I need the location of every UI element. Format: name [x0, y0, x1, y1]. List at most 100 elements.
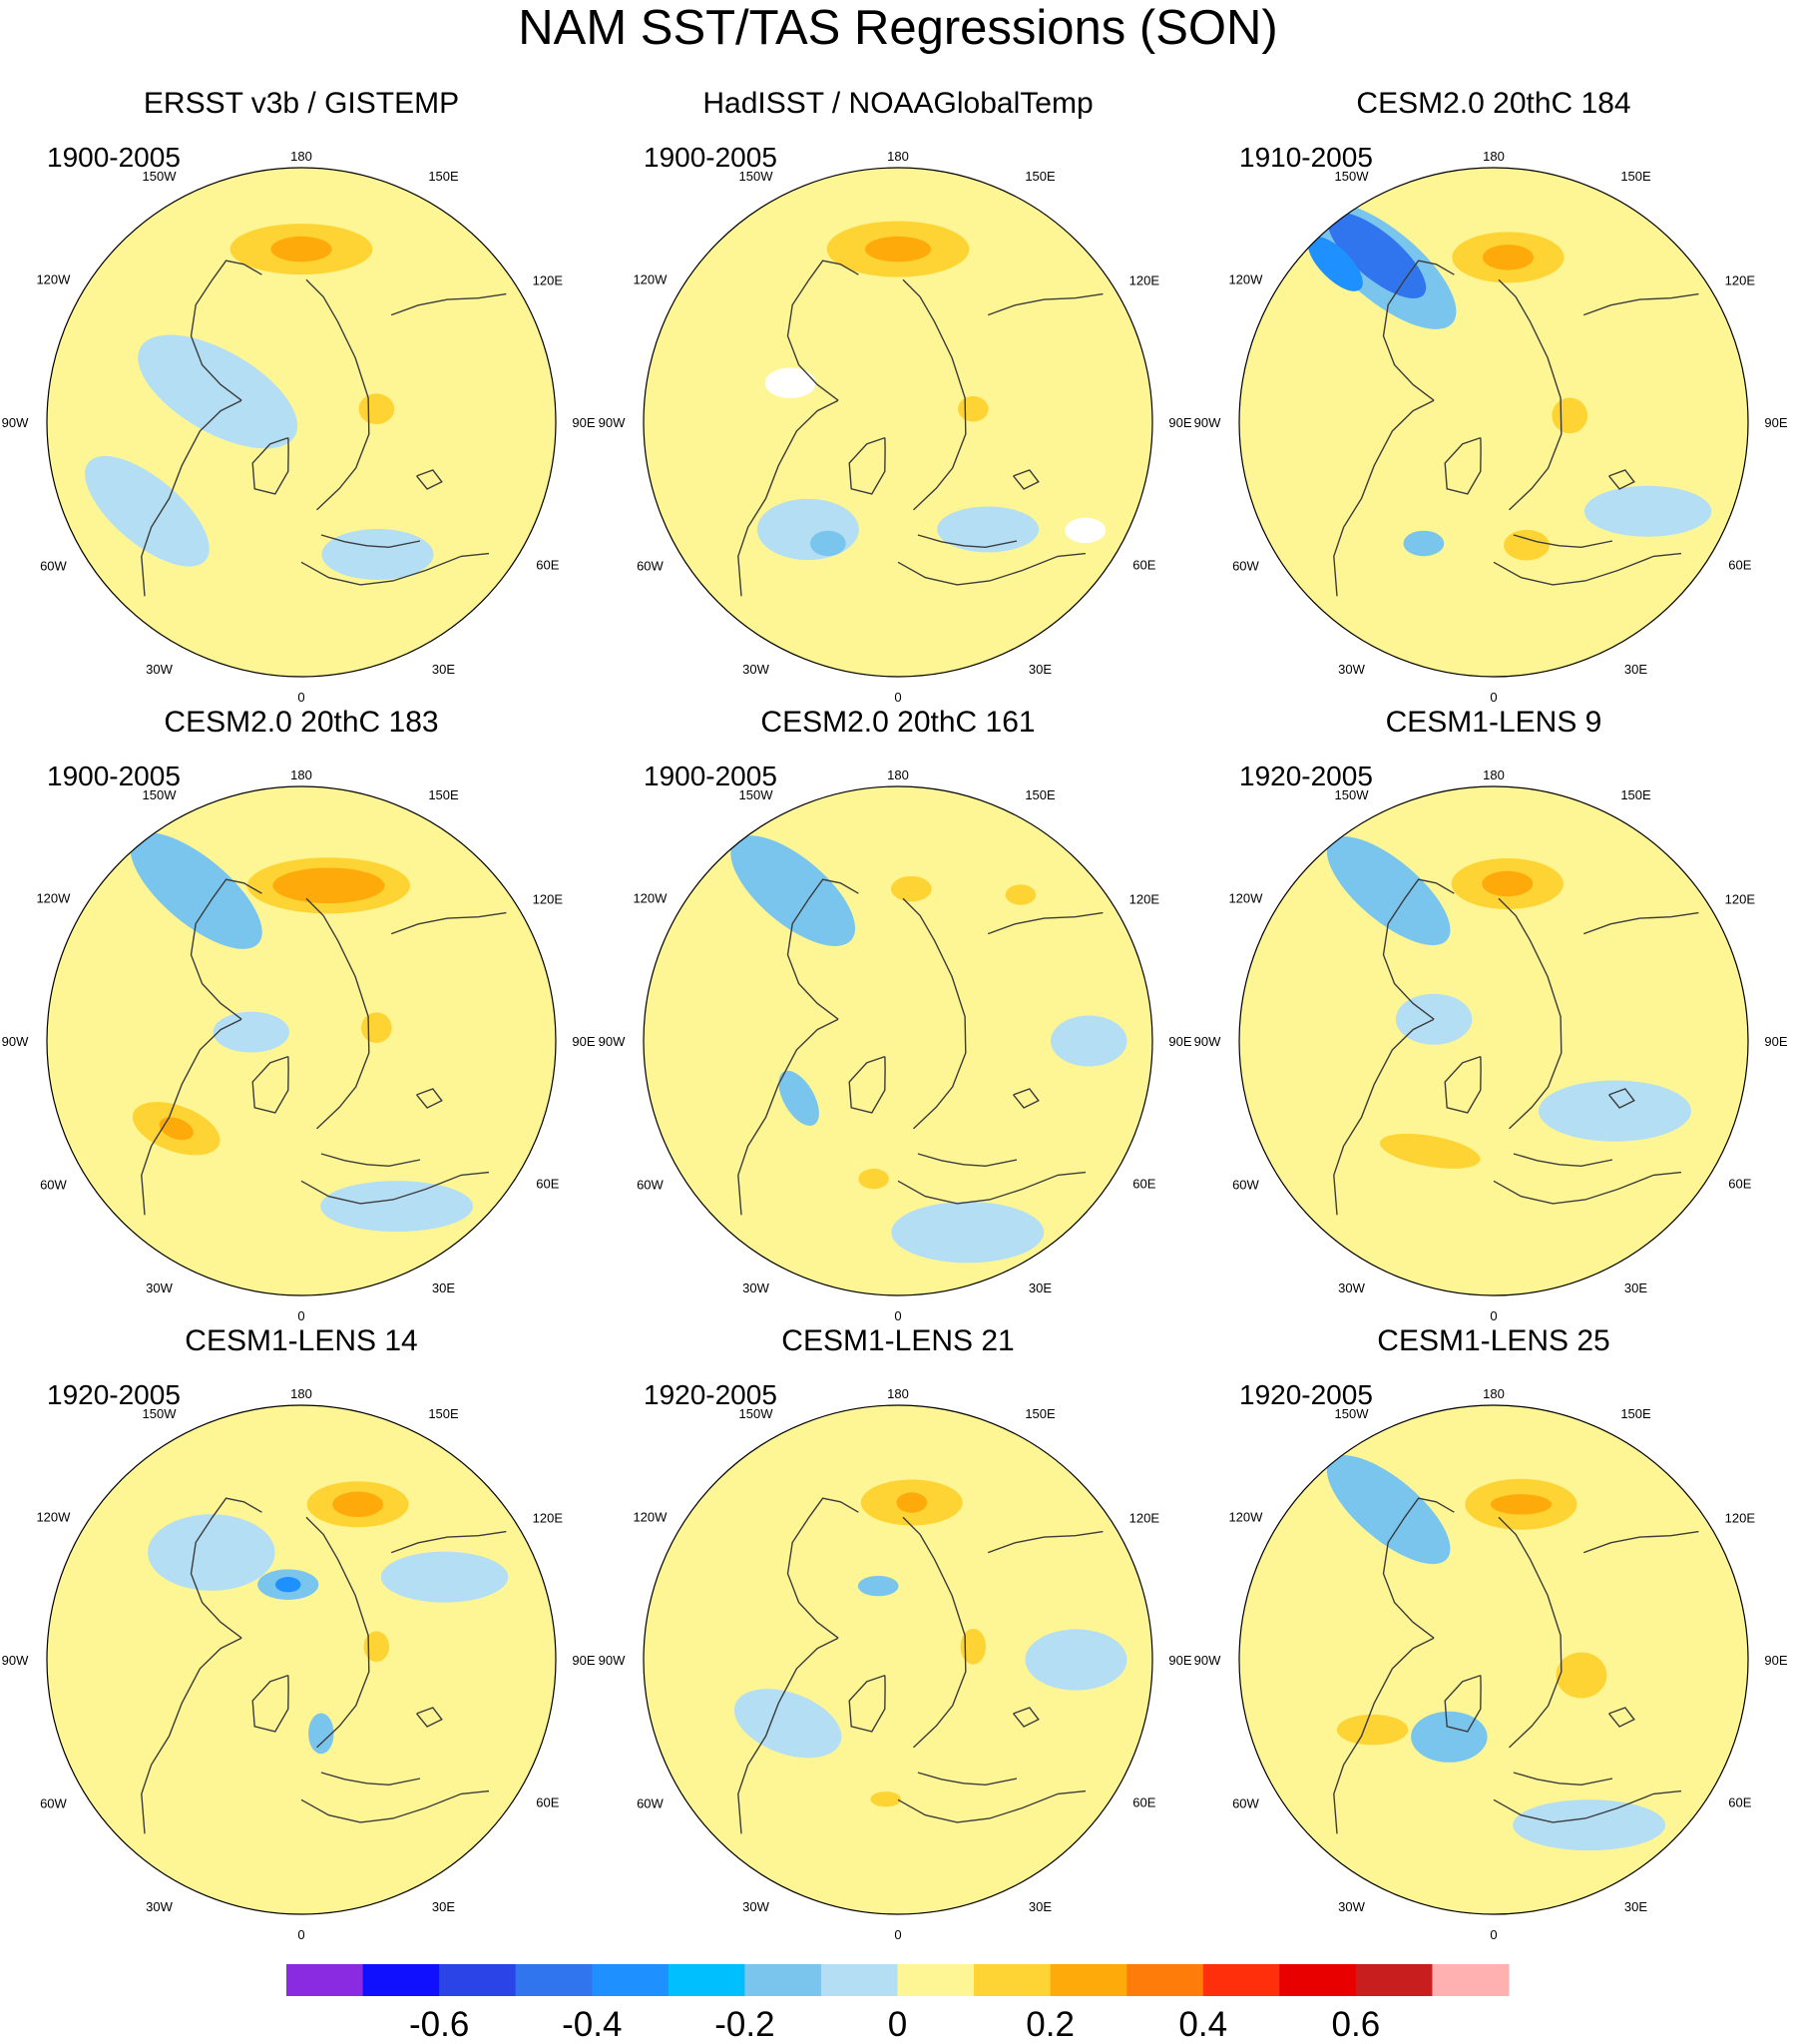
- map-boundary: [1238, 785, 1749, 1296]
- panel-period: 1900-2005: [644, 761, 777, 791]
- longitude-label: 180: [290, 149, 312, 164]
- anomaly-region: [1411, 1711, 1488, 1763]
- anomaly-region: [960, 1628, 987, 1665]
- anomaly-region: [1051, 1015, 1127, 1067]
- coastline: [1513, 534, 1613, 549]
- colorbar-tick-label: -0.2: [714, 2005, 774, 2044]
- anomaly-region: [130, 832, 262, 949]
- longitude-label: 90E: [572, 1034, 595, 1049]
- coastline: [1493, 1789, 1682, 1823]
- longitude-label: 150E: [1620, 169, 1651, 184]
- anomaly-region: [270, 236, 332, 262]
- longitude-label: 60W: [637, 559, 664, 574]
- panel-title: CESM2.0 20thC 183: [164, 706, 438, 739]
- longitude-label: 90E: [572, 1653, 595, 1668]
- coastline: [786, 1497, 859, 1639]
- coastline: [1382, 878, 1455, 1020]
- anomaly-region: [764, 367, 816, 399]
- anomaly-region: [1005, 884, 1037, 905]
- longitude-label: 90W: [1194, 1653, 1221, 1668]
- coastline: [902, 897, 967, 1130]
- colorbar-swatch: [1355, 1964, 1433, 1996]
- figure-title: NAM SST/TAS Regressions (SON): [518, 1, 1277, 55]
- coastline: [1582, 292, 1699, 316]
- coastline: [320, 534, 421, 549]
- longitude-label: 60W: [40, 1178, 67, 1193]
- longitude-label: 150W: [1335, 169, 1370, 184]
- panel-period: 1920-2005: [47, 1379, 181, 1410]
- anomaly-region: [1065, 517, 1107, 544]
- coastline: [1382, 1497, 1455, 1639]
- anomaly-region: [937, 506, 1040, 553]
- coastline: [1608, 1707, 1635, 1728]
- colorbar-swatch: [974, 1964, 1052, 1996]
- longitude-label: 120E: [1129, 1511, 1160, 1526]
- anomaly-region: [138, 334, 298, 449]
- longitude-label: 120E: [1129, 273, 1160, 288]
- map-base-field: [47, 1405, 556, 1914]
- longitude-label: 30E: [1029, 662, 1052, 677]
- longitude-label: 30W: [1338, 1280, 1365, 1295]
- longitude-label: 60E: [1728, 1177, 1751, 1192]
- longitude-label: 60E: [1132, 1795, 1155, 1810]
- longitude-label: 0: [894, 690, 901, 705]
- coastline: [1013, 469, 1040, 490]
- coastlines: [1333, 1497, 1699, 1834]
- longitude-label: 60W: [40, 559, 67, 574]
- panel-title: CESM1-LENS 14: [185, 1324, 417, 1357]
- longitude-label: 120W: [36, 891, 71, 906]
- anomaly-region: [864, 236, 932, 262]
- map-panel: 180 150E 120E 90E 60E 30E 0 30W 60W 90W 120W 150W CE…: [1194, 1324, 1788, 1942]
- coastline: [390, 911, 507, 935]
- longitude-label: 150E: [428, 787, 459, 802]
- coastline: [987, 292, 1104, 316]
- coastline: [141, 1018, 242, 1216]
- longitude-label: 90W: [1194, 415, 1221, 430]
- coastline: [1013, 1707, 1040, 1728]
- map-panel: 180 150E 120E 90E 60E 30E 0 30W 60W 90W 120W 150W CE…: [2, 1324, 596, 1942]
- longitude-label: 60W: [1232, 1178, 1259, 1193]
- anomaly-region: [1403, 530, 1445, 557]
- map-base-field: [1239, 786, 1748, 1295]
- colorbar-swatch: [515, 1964, 593, 1996]
- panel-period: 1900-2005: [47, 761, 181, 791]
- anomaly-region: [778, 1070, 819, 1126]
- longitude-label: 180: [1483, 767, 1505, 782]
- longitude-label: 120W: [1228, 1510, 1263, 1525]
- contour-field: [756, 221, 1107, 561]
- coastline: [737, 1018, 839, 1216]
- anomaly-region: [1513, 1799, 1666, 1851]
- longitude-label: 30W: [742, 662, 769, 677]
- anomaly-region: [1025, 1629, 1127, 1691]
- coastline: [1608, 1088, 1635, 1109]
- anomaly-region: [1490, 1494, 1553, 1515]
- map-boundary: [643, 167, 1153, 678]
- longitude-label: 150W: [1335, 1406, 1370, 1421]
- colorbar-swatch: [744, 1964, 822, 1996]
- longitude-label: 120W: [633, 272, 668, 287]
- longitude-label: 150W: [143, 169, 178, 184]
- longitude-label: 180: [887, 767, 909, 782]
- longitude-label: 120E: [533, 892, 564, 907]
- longitude-label: 120E: [533, 1511, 564, 1526]
- coastline: [416, 469, 443, 490]
- anomaly-region: [1327, 212, 1427, 298]
- anomaly-region: [857, 1575, 899, 1597]
- longitude-label: 120E: [533, 273, 564, 288]
- longitude-label: 60E: [1728, 558, 1751, 573]
- anomaly-region: [380, 1551, 509, 1603]
- longitude-label: 30W: [146, 1899, 173, 1914]
- longitude-label: 180: [1483, 1386, 1505, 1401]
- longitude-label: 30E: [1624, 1899, 1647, 1914]
- coastline: [987, 911, 1104, 935]
- longitude-label: 30E: [1624, 662, 1647, 677]
- anomaly-region: [1538, 1080, 1691, 1142]
- panel-title: CESM1-LENS 21: [781, 1324, 1014, 1357]
- coastline: [897, 1789, 1087, 1823]
- coastline: [1493, 552, 1682, 586]
- anomaly-region: [810, 530, 846, 557]
- longitude-label: 30W: [146, 662, 173, 677]
- anomaly-region: [1379, 1133, 1481, 1169]
- coastlines: [1333, 259, 1699, 597]
- coastline: [251, 1674, 289, 1733]
